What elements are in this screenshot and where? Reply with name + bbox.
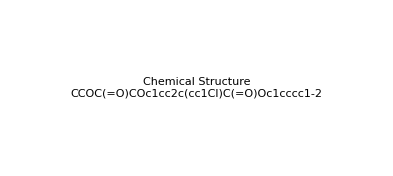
Text: Chemical Structure
CCOC(=O)COc1cc2c(cc1Cl)C(=O)Oc1cccc1-2: Chemical Structure CCOC(=O)COc1cc2c(cc1C… bbox=[70, 77, 323, 99]
